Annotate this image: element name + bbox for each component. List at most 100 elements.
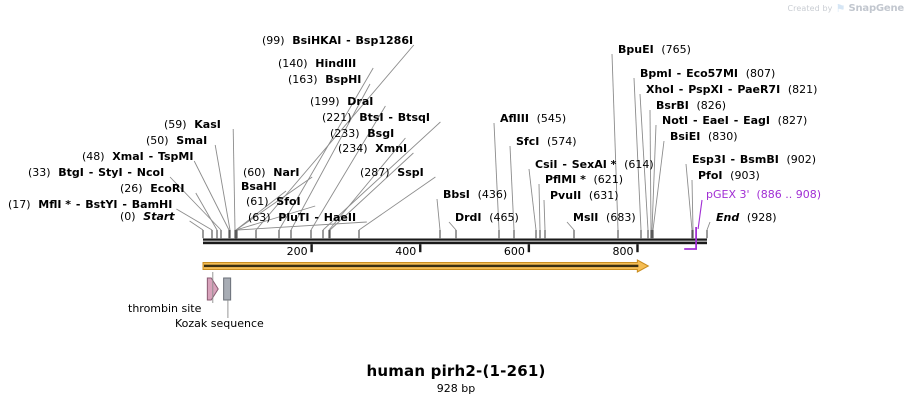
name-separator: - bbox=[118, 198, 131, 211]
name-separator: - bbox=[72, 198, 85, 211]
leader-line-nari bbox=[235, 176, 313, 231]
name-separator: - bbox=[384, 111, 397, 124]
enzyme-name: KasI bbox=[194, 118, 221, 131]
backbone-group bbox=[203, 238, 707, 245]
leader-line-sfoi bbox=[235, 205, 316, 231]
cut-site-ticks-group bbox=[202, 230, 708, 239]
enzyme-label-pfoi[interactable]: PfoI (903) bbox=[698, 170, 760, 182]
primer-glyphs-group bbox=[684, 199, 703, 250]
feature-label-thrombin-site[interactable]: thrombin site bbox=[128, 302, 202, 315]
enzyme-label-kasi[interactable]: (59) KasI bbox=[164, 119, 221, 131]
enzyme-position: (902) bbox=[786, 153, 817, 166]
enzyme-label-hindiii[interactable]: (140) HindIII bbox=[278, 58, 356, 70]
enzyme-label-ecori[interactable]: (26) EcoRI bbox=[120, 183, 184, 195]
enzyme-position: (233) bbox=[330, 127, 360, 140]
leader-line-hindiii bbox=[278, 67, 374, 231]
sequence-length: 928 bp bbox=[436, 382, 476, 395]
enzyme-label-pvuii[interactable]: PvuII (631) bbox=[550, 190, 619, 202]
enzyme-label-bpmi-eco57mi[interactable]: BpmI - Eco57MI (807) bbox=[640, 68, 775, 80]
enzyme-label-afliii[interactable]: AflIII (545) bbox=[500, 113, 566, 125]
enzyme-label-xmai-tspmi[interactable]: (48) XmaI - TspMI bbox=[82, 151, 193, 163]
enzyme-position: (830) bbox=[707, 130, 738, 143]
enzyme-name: PspXI bbox=[688, 83, 724, 96]
enzyme-name: NcoI bbox=[136, 166, 165, 179]
enzyme-label-bsgi[interactable]: (233) BsgI bbox=[330, 128, 394, 140]
enzyme-name: Esp3I bbox=[692, 153, 726, 166]
enzyme-label-esp3i-bsmbi[interactable]: Esp3I - BsmBI (902) bbox=[692, 154, 816, 166]
enzyme-name: PaeR7I bbox=[737, 83, 781, 96]
enzyme-position: (683) bbox=[606, 211, 636, 224]
enzyme-position: (61) bbox=[246, 195, 269, 208]
leader-line-smai bbox=[214, 144, 231, 231]
enzyme-position: (60) bbox=[243, 166, 266, 179]
enzyme-position: (163) bbox=[288, 73, 318, 86]
primer-label-pgex3[interactable]: pGEX 3' (886 .. 908) bbox=[706, 189, 821, 201]
enzyme-label-bsiei[interactable]: BsiEI (830) bbox=[670, 131, 738, 143]
leader-line-csii-sexai bbox=[528, 168, 537, 231]
enzyme-name: BsaHI bbox=[241, 180, 277, 193]
enzyme-label-sfoi[interactable]: (61) SfoI bbox=[246, 196, 301, 208]
leader-line-kasi bbox=[232, 128, 236, 231]
enzyme-name: MslI bbox=[573, 211, 599, 224]
enzyme-label-bsahi[interactable]: BsaHI bbox=[241, 181, 277, 193]
enzyme-label-drdi[interactable]: DrdI (465) bbox=[455, 212, 519, 224]
enzyme-position: (287) bbox=[360, 166, 390, 179]
enzyme-label-nari[interactable]: (60) NarI bbox=[243, 167, 299, 179]
leader-line-bsrbi bbox=[649, 109, 652, 231]
leader-line-bsahi bbox=[235, 190, 287, 231]
enzyme-label-bbsi[interactable]: BbsI (436) bbox=[443, 189, 507, 201]
leader-line-bsiei bbox=[652, 140, 665, 231]
enzyme-label-noti-eaei-eagi[interactable]: NotI - EaeI - EagI (827) bbox=[662, 115, 807, 127]
ruler-tick bbox=[419, 244, 422, 253]
enzyme-name: BbsI bbox=[443, 188, 470, 201]
enzyme-name: BamHI bbox=[131, 198, 173, 211]
enzyme-label-bpuei[interactable]: BpuEI (765) bbox=[618, 44, 691, 56]
name-separator: - bbox=[84, 166, 98, 179]
enzyme-label-start[interactable]: (0) Start bbox=[120, 211, 175, 223]
enzyme-name: DraI bbox=[347, 95, 374, 108]
enzyme-label-xhoi-pspxi-paer7i[interactable]: XhoI - PspXI - PaeR7I (821) bbox=[646, 84, 817, 96]
enzyme-name: TspMI bbox=[157, 150, 194, 163]
enzyme-label-bsrbi[interactable]: BsrBI (826) bbox=[656, 100, 726, 112]
enzyme-position: (545) bbox=[536, 112, 567, 125]
leader-line-bpuei bbox=[611, 53, 619, 231]
enzyme-label-drai[interactable]: (199) DraI bbox=[310, 96, 373, 108]
leader-line-drai bbox=[310, 105, 386, 231]
enzyme-position: (33) bbox=[28, 166, 51, 179]
enzyme-position: (0) bbox=[120, 210, 136, 223]
enzyme-label-bsihkai-bsp1286i[interactable]: (99) BsiHKAI - Bsp1286I bbox=[262, 35, 413, 47]
enzyme-label-sspi[interactable]: (287) SspI bbox=[360, 167, 424, 179]
enzyme-name: NotI bbox=[662, 114, 689, 127]
feature-label-kozak-sequence[interactable]: Kozak sequence bbox=[175, 317, 264, 330]
enzyme-name: Eco57MI bbox=[686, 67, 739, 80]
enzyme-label-pflmi[interactable]: PflMI * (621) bbox=[545, 174, 623, 186]
enzyme-position: (63) bbox=[248, 211, 271, 224]
enzyme-label-end[interactable]: End (928) bbox=[716, 212, 777, 224]
leader-line-btgi-styi-ncoi bbox=[169, 176, 222, 231]
enzyme-label-mslii[interactable]: MslI (683) bbox=[573, 212, 636, 224]
enzyme-label-mfli-bstyi-bamhi[interactable]: (17) MflI * - BstYI - BamHI bbox=[8, 199, 172, 211]
enzyme-name: EaeI bbox=[702, 114, 729, 127]
leader-line-bsgi bbox=[328, 137, 406, 231]
enzyme-name: MflI * bbox=[38, 198, 72, 211]
enzyme-label-xmni[interactable]: (234) XmnI bbox=[338, 143, 407, 155]
feature-kozak-sequence-box bbox=[223, 277, 232, 301]
enzyme-label-btsi-btsqi[interactable]: (221) BtsI - BtsqI bbox=[322, 112, 430, 124]
enzyme-label-smai[interactable]: (50) SmaI bbox=[146, 135, 207, 147]
enzyme-label-bsphi[interactable]: (163) BspHI bbox=[288, 74, 361, 86]
primer-leader-pgex3 bbox=[697, 199, 703, 230]
enzyme-label-sfci[interactable]: SfcI (574) bbox=[516, 136, 577, 148]
enzyme-position: (903) bbox=[730, 169, 760, 182]
enzyme-position: (50) bbox=[146, 134, 169, 147]
name-separator: - bbox=[726, 153, 739, 166]
leader-line-start bbox=[189, 220, 204, 231]
enzyme-name: EagI bbox=[743, 114, 770, 127]
enzyme-name: PluTI bbox=[278, 211, 310, 224]
primer-range: (886 .. 908) bbox=[756, 188, 822, 201]
enzyme-label-btgi-styi-ncoi[interactable]: (33) BtgI - StyI - NcoI bbox=[28, 167, 164, 179]
enzyme-label-pluti-haeii[interactable]: (63) PluTI - HaeII bbox=[248, 212, 356, 224]
enzyme-label-csii-sexai[interactable]: CsiI - SexAI * (614) bbox=[535, 159, 654, 171]
ruler-tick bbox=[636, 244, 639, 253]
enzyme-position: (99) bbox=[262, 34, 285, 47]
